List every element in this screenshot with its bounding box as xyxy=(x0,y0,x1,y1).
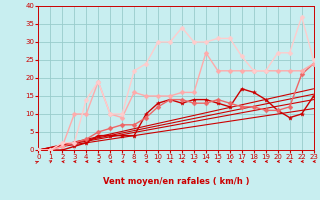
X-axis label: Vent moyen/en rafales ( km/h ): Vent moyen/en rafales ( km/h ) xyxy=(103,177,249,186)
